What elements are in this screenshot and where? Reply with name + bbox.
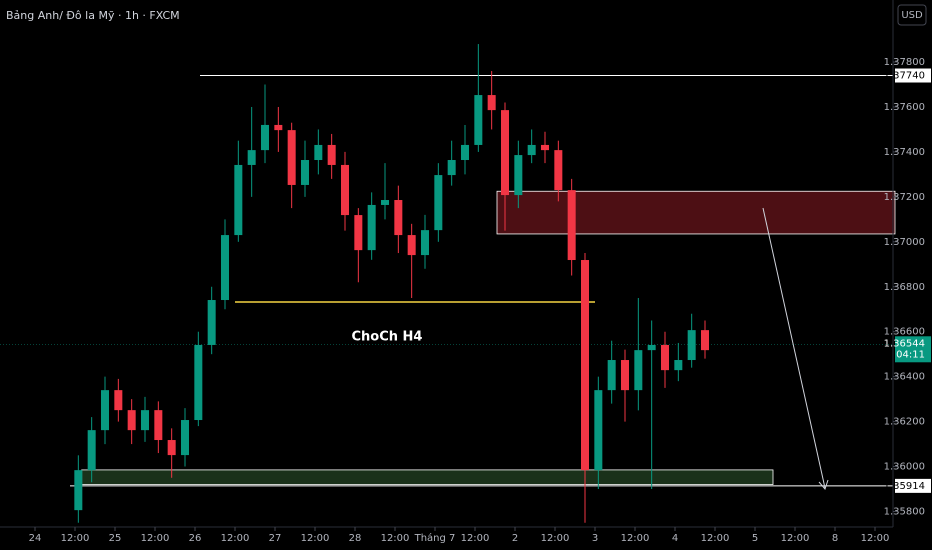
x-tick-label: 2 [512,533,518,544]
x-tick-label: 12:00 [701,533,730,544]
level-label: 1.37740 [884,71,925,82]
candle-body [674,360,683,371]
currency-button[interactable] [897,4,927,26]
candle-body [181,420,189,456]
zone [81,469,774,485]
x-tick-label: 27 [269,533,282,544]
candle-body [541,144,549,151]
y-tick-label: 1.36800 [884,282,925,293]
candle-body [194,344,203,421]
x-tick-label: 12:00 [461,533,490,544]
y-tick-label: 1.37200 [884,192,925,203]
candle-body [514,155,523,196]
candle-body [221,235,229,301]
candle-body [687,330,696,361]
x-tick-label: 12:00 [541,533,570,544]
candle-body [314,144,323,161]
candle-body [327,144,336,165]
candle-body [487,95,496,111]
candle-body [461,144,469,161]
x-tick-label: 12:00 [621,533,650,544]
candle-body [87,430,96,471]
candle-body [301,160,309,185]
level-label-box [895,68,931,83]
y-tick-label: 1.36600 [884,327,925,338]
level-label-box [895,478,931,493]
x-tick-label: 24 [29,533,42,544]
candle-body [141,410,149,431]
x-tick-label: 26 [189,533,202,544]
candle-body [354,215,363,251]
candle-body [527,144,536,156]
chart-title: Bảng Anh/ Đô la Mỹ · 1h · FXCM [6,9,180,22]
x-tick-label: 12:00 [781,533,810,544]
y-tick-label: 1.37000 [884,237,925,248]
level-label: 1.35914 [884,481,925,492]
x-tick-label: 25 [109,533,122,544]
candle-body [234,164,243,236]
x-tick-label: 8 [832,533,838,544]
x-tick-label: 3 [592,533,598,544]
current-price-label: 1.36544 [884,338,925,349]
candle-body [247,150,256,165]
plot-area [0,44,896,523]
candle-body [474,95,483,145]
candle-body [274,124,283,131]
candle-body [634,350,643,391]
candle-body [154,410,163,441]
x-tick-label: 12:00 [221,533,250,544]
candle-body [581,260,589,471]
candle-body [647,344,656,351]
x-tick-label: 12:00 [301,533,330,544]
y-tick-label: 1.35800 [884,506,925,517]
x-tick-label: 5 [752,533,758,544]
candle-body [74,470,83,511]
arrow-line [762,207,826,489]
candle-body [101,390,109,431]
candle-body [381,200,389,205]
candle-body [207,300,216,345]
candle-body [127,410,136,431]
candle-body [421,230,429,256]
y-tick-label: 1.37400 [884,147,925,158]
arrow-head [818,479,829,490]
x-tick-label: Tháng 7 [414,532,456,544]
candle-body [501,110,509,196]
x-tick-label: 12:00 [61,533,90,544]
candle-body [567,190,576,261]
candle-body [434,175,443,231]
candle-body [607,360,616,391]
y-tick-label: 1.36000 [884,462,925,473]
y-tick-label: 1.37600 [884,102,925,113]
x-tick-label: 4 [672,533,678,544]
candle-body [594,390,603,471]
candle-body [114,390,123,411]
candle-body [394,200,403,236]
y-tick-label: 1.36400 [884,372,925,383]
x-tick-label: 28 [349,533,362,544]
candle-body [554,150,563,191]
candle-body [341,164,349,216]
candle-body [621,360,629,391]
y-tick-label: 1.37800 [884,57,925,68]
currency-label[interactable]: USD [901,10,923,21]
candle-body [261,124,269,151]
candle-body [167,440,176,456]
x-tick-label: 12:00 [381,533,410,544]
zone [496,190,896,235]
candle-body [661,344,669,371]
candle-body [407,235,416,256]
candle-body [367,204,376,251]
countdown-label: 04:11 [896,349,925,360]
x-tick-label: 12:00 [141,533,170,544]
annotation: ChoCh H4 [352,330,423,345]
candle-body [447,160,456,176]
y-tick-label: 1.36200 [884,417,925,428]
candle-body [287,130,296,185]
x-tick-label: 12:00 [861,533,890,544]
candle-body [701,330,709,351]
current-price-box [895,336,931,363]
